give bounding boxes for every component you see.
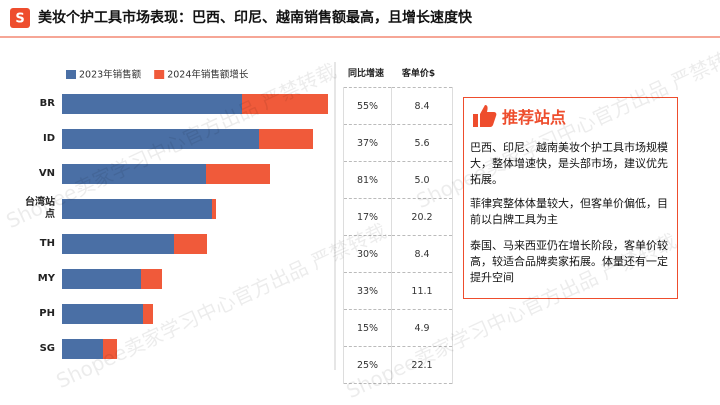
bar-segment — [62, 164, 206, 184]
paragraph: 菲律宾整体体量较大，但客单价偏低，目前以白牌工具为主 — [470, 197, 668, 226]
category-label: VN — [38, 168, 55, 179]
recommend-panel: 推荐站点 巴西、印尼、越南美妆个护工具市场规模大，整体增速快，是头部市场，建议优… — [463, 97, 678, 299]
table-row: 25% 22.1 — [343, 346, 453, 384]
legend-swatch — [154, 70, 165, 79]
table-row: 15% 4.9 — [343, 309, 453, 347]
table-cell: 17% — [343, 198, 392, 236]
title: 美妆个护工具市场表现：巴西、印尼、越南销售额最高，且增长速度快 — [38, 9, 473, 26]
table-row: 81% 5.0 — [343, 161, 453, 199]
bar-segment — [62, 304, 143, 324]
table-row: 55% 8.4 — [343, 87, 453, 125]
legend-label: 2024年销售额增长 — [167, 69, 249, 81]
legend-swatch — [66, 70, 76, 79]
paragraph: 泰国、马来西亚仍在增长阶段，客单价较高，较适合品牌卖家拓展。体量还有一定提升空间 — [470, 239, 668, 284]
bar-segment — [62, 199, 212, 219]
table-cell: 11.1 — [391, 272, 453, 310]
bar-segment — [174, 234, 207, 254]
table-cell: 22.1 — [391, 346, 453, 384]
table-cell: 33% — [343, 272, 392, 310]
bar-segment — [62, 94, 242, 114]
thumbs-up-icon — [473, 105, 497, 127]
table-cell: 20.2 — [391, 198, 453, 236]
category-label: ID — [42, 133, 55, 144]
table-cell: 55% — [343, 87, 392, 125]
table-row: 30% 8.4 — [343, 235, 453, 273]
table-row: 37% 5.6 — [343, 124, 453, 162]
category-label: MY — [37, 273, 55, 284]
table-cell: 81% — [343, 161, 392, 199]
bar-segment — [62, 129, 259, 149]
bar-segment — [212, 199, 216, 219]
table-row: 33% 11.1 — [343, 272, 453, 310]
category-label: 台湾站点 — [25, 197, 55, 220]
table-cell: 37% — [343, 124, 392, 162]
category-label: SG — [39, 343, 55, 354]
table-cell: 5.0 — [391, 161, 453, 199]
logo — [10, 8, 30, 28]
paragraph: 巴西、印尼、越南美妆个护工具市场规模大，整体增速快，是头部市场，建议优先拓展。 — [470, 141, 668, 186]
bar-segment — [62, 234, 174, 254]
bar-segment — [62, 339, 103, 359]
table-cell: 4.9 — [391, 309, 453, 347]
category-label: BR — [39, 98, 55, 109]
bar-segment — [103, 339, 117, 359]
bar-segment — [141, 269, 162, 289]
table-cell: 25% — [343, 346, 392, 384]
category-label: PH — [39, 308, 55, 319]
table: 55% 8.4 37% 5.6 81% 5.0 17% 20.2 30% 8.4 33% 11.1 15… — [343, 87, 453, 384]
table-cell: 5.6 — [391, 124, 453, 162]
category-label: TH — [39, 238, 55, 249]
table-cell: 8.4 — [391, 235, 453, 273]
table-header: 客单价$ — [401, 69, 436, 79]
logo-letter: S — [15, 12, 24, 27]
bar-segment — [62, 269, 141, 289]
bar-segment — [143, 304, 153, 324]
table-cell: 30% — [343, 235, 392, 273]
table-cell: 8.4 — [391, 87, 453, 125]
panel-title: 推荐站点 — [502, 108, 567, 127]
bar-segment — [206, 164, 270, 184]
table-cell: 15% — [343, 309, 392, 347]
table-row: 17% 20.2 — [343, 198, 453, 236]
legend-label: 2023年销售额 — [79, 69, 142, 81]
bar-segment — [259, 129, 313, 149]
table-header: 同比增速 — [347, 69, 384, 79]
bar-segment — [242, 94, 328, 114]
